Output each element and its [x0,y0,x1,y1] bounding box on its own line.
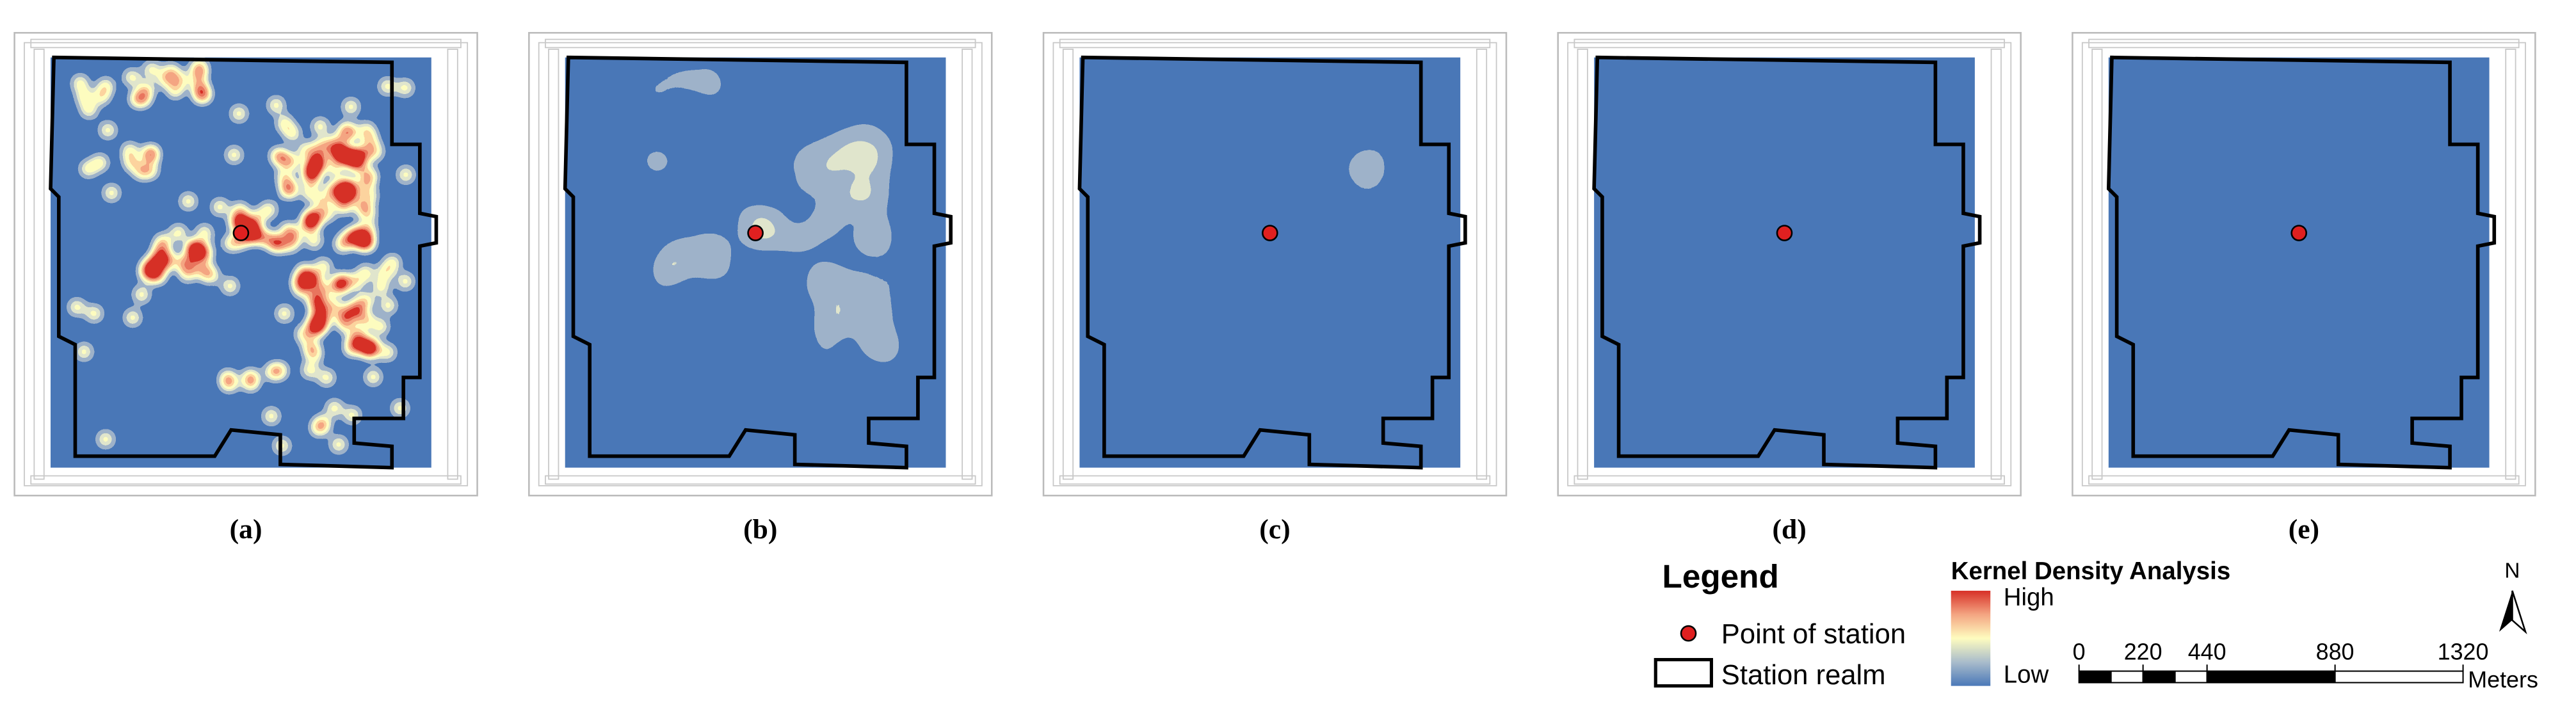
density-high: High [2004,584,2054,611]
street [1577,49,1588,480]
scale-segment [2142,670,2176,684]
street [1059,475,1491,485]
panel-label: (c) [1259,514,1290,545]
scale-segment [2206,670,2336,684]
street [1052,42,1497,486]
scale-segment [2334,670,2464,684]
map-panel [1042,31,1508,497]
station-realm [1592,55,1982,470]
scale-unit: Meters [2468,667,2538,693]
street [1059,38,1491,49]
map-panels: (a) (b) (c) (d) (e) [13,31,2536,545]
density-surface [584,60,927,453]
street [1574,475,2005,485]
station-realm [49,55,439,470]
station-point [747,225,764,241]
street [24,42,469,486]
density-title: Kernel Density Analysis [1951,558,2231,585]
street [33,49,45,480]
density-ramp [1951,590,1991,686]
street [1567,42,2012,486]
street [30,475,462,485]
street [2088,475,2520,485]
scale-segment [2078,670,2112,684]
street [1990,49,2002,480]
street [447,49,458,480]
station-point [2290,225,2308,241]
street [2088,38,2520,49]
street [548,49,559,480]
street [538,42,983,486]
north-arrow [2499,590,2513,632]
street [1574,38,2005,49]
street [1476,49,1488,480]
map-panel [2072,31,2536,497]
scale-segment [2110,670,2144,684]
density-low: Low [2004,661,2049,688]
station-symbol [1680,625,1697,642]
street [2081,42,2526,486]
street [962,49,973,480]
legend-item: Point of station [1721,619,1906,650]
north-label: N [2504,559,2520,582]
street [30,38,462,49]
station-realm [1077,55,1467,470]
scale-label: 0 [2073,639,2086,665]
scale-label: 440 [2188,639,2226,665]
street [2505,49,2516,480]
realm-symbol [1654,658,1713,688]
street [1062,49,1074,480]
map-panel [1557,31,2022,497]
scale-label: 1320 [2438,639,2489,665]
scale-segment [2174,670,2208,684]
street [545,475,976,485]
scale-label: 220 [2124,639,2162,665]
station-point [1776,225,1793,241]
panel-label: (b) [743,514,777,545]
north-arrow [2511,590,2527,635]
panel-label: (d) [1773,514,1807,545]
map-panel [528,31,993,497]
station-realm [563,55,953,470]
scale-label: 880 [2316,639,2355,665]
legend: Legend Point of station Station realm Ke… [1654,558,2538,693]
density-surface [1099,60,1442,453]
legend-title: Legend [1662,558,1779,595]
station-point [1261,225,1278,241]
panel-label: (a) [230,514,262,545]
station-realm [2106,55,2497,470]
map-panel [13,31,478,497]
station-point [232,225,250,241]
density-surface [2128,60,2470,453]
density-surface [70,60,413,453]
street [2091,49,2103,480]
density-surface [1613,60,1956,453]
panel-label: (e) [2289,514,2319,545]
street [545,38,976,49]
legend-item: Station realm [1721,660,1886,691]
